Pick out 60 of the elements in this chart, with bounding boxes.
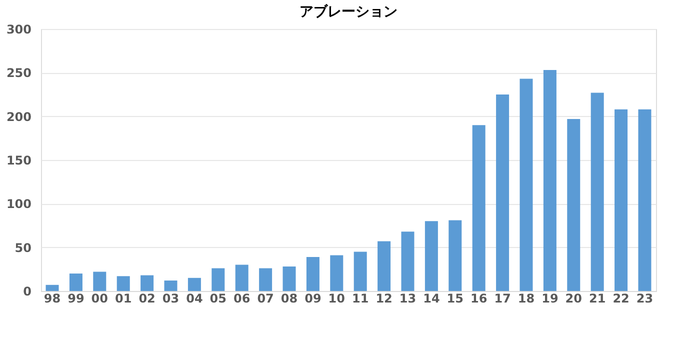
- bar: [282, 266, 296, 291]
- bar: [69, 274, 82, 291]
- x-tick-label: 09: [304, 292, 322, 306]
- x-tick-label: 98: [44, 292, 61, 306]
- y-tick-label: 250: [6, 66, 32, 80]
- x-tick-label: 17: [494, 292, 511, 306]
- bar: [543, 70, 556, 291]
- x-tick-label: 15: [446, 292, 464, 306]
- x-tick-label: 00: [91, 292, 108, 306]
- bar: [212, 268, 225, 291]
- bar: [140, 275, 154, 291]
- y-tick-label: 300: [6, 22, 32, 36]
- x-tick-label: 18: [518, 292, 535, 306]
- bar: [496, 94, 510, 291]
- x-tick-label: 07: [257, 292, 274, 306]
- bar: [424, 221, 438, 291]
- bar: [590, 92, 604, 291]
- bar: [614, 109, 628, 291]
- x-tick-label: 03: [162, 292, 180, 306]
- x-tick-label: 05: [210, 292, 227, 306]
- x-tick-label: 21: [588, 292, 606, 306]
- x-tick-label: 02: [138, 292, 156, 306]
- bar: [401, 232, 414, 291]
- bar: [567, 118, 580, 291]
- bar: [116, 276, 130, 291]
- chart-title: アブレーション: [300, 3, 398, 20]
- bar: [638, 109, 652, 291]
- bar: [378, 241, 391, 291]
- y-tick-label: 50: [14, 240, 32, 255]
- x-tick-label: 10: [328, 292, 345, 306]
- y-tick-label: 0: [23, 284, 32, 298]
- x-tick-label: 04: [186, 292, 203, 306]
- bar: [472, 125, 486, 291]
- x-tick-label: 99: [68, 292, 84, 306]
- bar: [164, 280, 178, 291]
- bar: [188, 278, 201, 291]
- x-tick-label: 11: [352, 292, 369, 306]
- y-tick-label: 100: [6, 197, 32, 212]
- bar: [448, 220, 462, 291]
- bar: [46, 284, 59, 291]
- x-tick-label: 23: [636, 292, 654, 306]
- x-tick-label: 06: [234, 292, 250, 306]
- x-tick-label: 22: [612, 292, 630, 306]
- bar: [306, 256, 320, 291]
- x-tick-label: 01: [115, 292, 132, 306]
- x-tick-label: 08: [280, 292, 298, 306]
- x-tick-label: 13: [399, 292, 416, 306]
- x-tick-label: 14: [423, 292, 440, 306]
- x-tick-label: 12: [376, 292, 392, 306]
- bar: [259, 268, 272, 291]
- y-tick-label: 200: [6, 110, 32, 124]
- x-tick-label: 20: [565, 292, 582, 306]
- bar: [354, 252, 367, 291]
- bar: [520, 78, 533, 291]
- bar: [330, 255, 344, 291]
- x-tick-label: 19: [542, 292, 558, 306]
- x-tick-label: 16: [470, 292, 488, 306]
- y-tick-label: 150: [6, 154, 32, 168]
- bar: [93, 272, 106, 291]
- bar: [235, 264, 248, 291]
